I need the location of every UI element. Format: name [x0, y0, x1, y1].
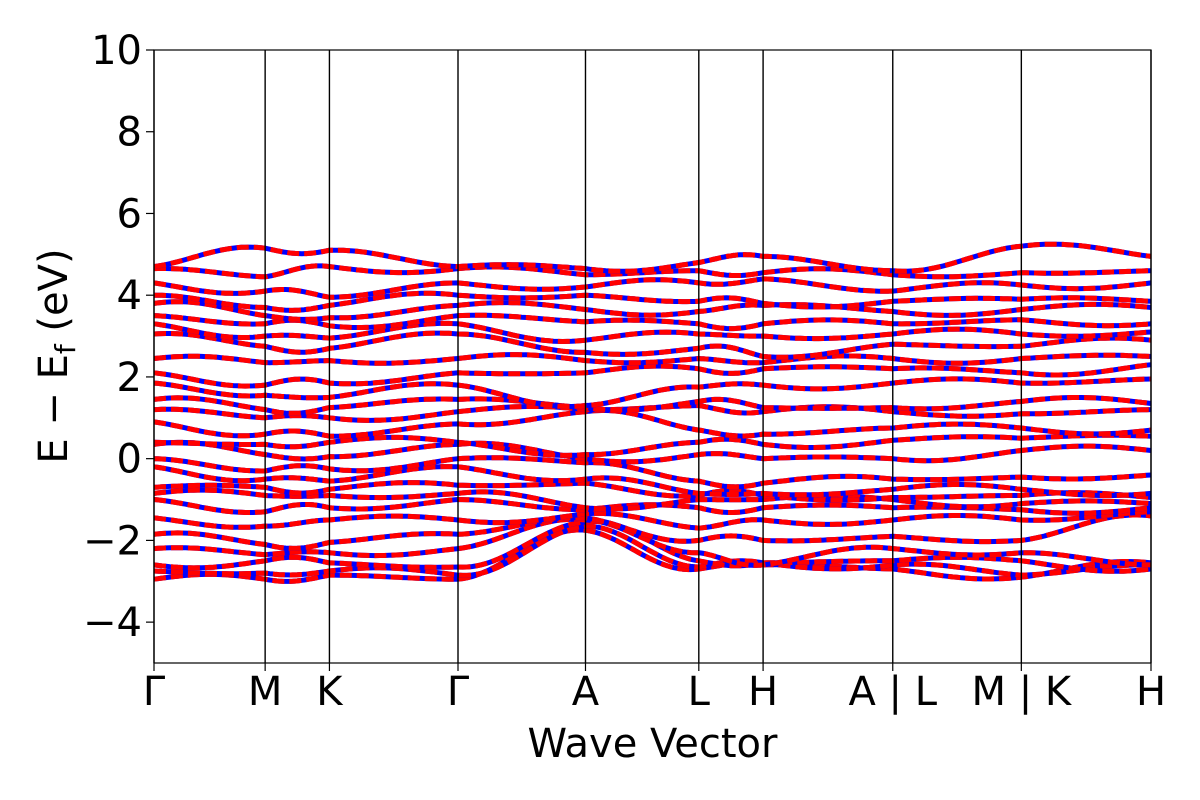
band-line-red [153, 263, 1152, 280]
x-tick-label: H [1136, 669, 1166, 715]
x-tick-label: L [688, 669, 711, 715]
band-line-red [154, 290, 1152, 313]
y-tick-label: 4 [117, 273, 142, 319]
band-line-red [153, 455, 1152, 490]
band-line-red [153, 299, 1152, 322]
band-line-red [153, 480, 1152, 503]
band-line-red [153, 395, 1152, 416]
x-tick-label: H [748, 669, 778, 715]
band-line-red [153, 527, 1152, 584]
high-symmetry-lines [153, 50, 1152, 663]
y-tick-label: −2 [83, 518, 142, 564]
x-tick-label: K [316, 669, 344, 715]
band-line-red [153, 276, 1152, 300]
band-line-red [153, 352, 1152, 366]
x-axis-label: Wave Vector [528, 721, 779, 767]
band-line-red [153, 439, 1152, 465]
band-line-red [153, 512, 1152, 551]
band-line-red [153, 362, 1152, 389]
y-tick-label: 2 [117, 355, 142, 401]
y-tick-label: 0 [117, 437, 142, 483]
x-tick-label: M [248, 669, 283, 715]
y-tick-label: 8 [117, 110, 142, 156]
band-line-red [153, 376, 1152, 409]
bands-group [153, 241, 1152, 584]
y-axis-label: E − Ef (eV) [31, 248, 82, 463]
x-tick-label: A | L [848, 669, 937, 715]
y-tick-label: 6 [117, 191, 142, 237]
y-axis: −4 −2 0 2 4 6 8 10 [83, 28, 154, 646]
band-line-red [153, 330, 1152, 360]
y-axis-label-main: E − E [31, 354, 77, 464]
band-line-red [153, 487, 1152, 512]
band-line-red [153, 516, 1152, 568]
band-line-red [153, 408, 1152, 439]
band-line-red [153, 320, 1152, 344]
band-line-red [153, 432, 1152, 458]
band-line-red [153, 523, 1152, 578]
band-line-red [153, 509, 1152, 531]
x-tick-label: Γ [143, 669, 166, 715]
x-tick-label: Γ [447, 669, 470, 715]
band-line-red [153, 464, 1152, 498]
y-tick-label: −4 [83, 600, 142, 646]
plot-area [153, 49, 1152, 664]
y-axis-label-unit: (eV) [31, 248, 77, 344]
y-axis-label-subscript: f [49, 343, 82, 354]
x-tick-label: A [572, 669, 600, 715]
plot-frame [153, 49, 1152, 664]
x-tick-label: M | K [972, 669, 1073, 715]
band-line-red [153, 241, 1152, 274]
y-tick-label: 10 [91, 28, 142, 74]
